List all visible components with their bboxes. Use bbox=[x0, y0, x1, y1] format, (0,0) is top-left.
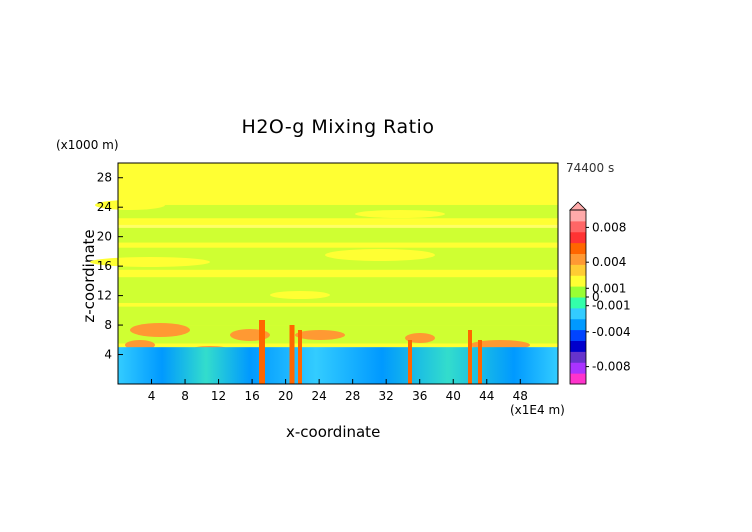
x-tick-label-32: 32 bbox=[379, 389, 394, 403]
time-label: 74400 s bbox=[566, 161, 615, 175]
colorbar-swatch-11 bbox=[570, 253, 586, 265]
colorbar-swatch-12 bbox=[570, 242, 586, 254]
colorbar-swatch-9 bbox=[570, 275, 586, 287]
moist-patch-0 bbox=[130, 323, 190, 337]
y-axis-unit: (x1000 m) bbox=[56, 138, 119, 152]
moist-patch-3 bbox=[405, 333, 435, 343]
yellow-patch-2 bbox=[90, 257, 210, 267]
colorbar-label-5: -0.004 bbox=[592, 325, 631, 339]
y-tick-label-4: 4 bbox=[104, 348, 112, 362]
x-tick-label-36: 36 bbox=[412, 389, 427, 403]
x-tick-label-24: 24 bbox=[312, 389, 327, 403]
yellow-patch-3 bbox=[325, 249, 435, 261]
x-tick-label-12: 12 bbox=[211, 389, 226, 403]
green-band-3 bbox=[118, 277, 558, 303]
yellow-patch-1 bbox=[355, 210, 445, 218]
y-tick-label-28: 28 bbox=[97, 171, 112, 185]
plume-0 bbox=[259, 320, 265, 384]
y-tick-label-24: 24 bbox=[97, 200, 112, 214]
colorbar-swatch-7 bbox=[570, 297, 586, 309]
x-tick-label-16: 16 bbox=[244, 389, 259, 403]
colorbar-label-4: -0.001 bbox=[592, 299, 631, 313]
colorbar-label-2: 0.001 bbox=[592, 281, 626, 295]
moist-patch-2 bbox=[295, 330, 345, 340]
plume-2 bbox=[298, 330, 302, 384]
colorbar-swatch-6 bbox=[570, 307, 586, 320]
colorbar-overflow-arrow bbox=[569, 201, 587, 211]
colorbar-swatch-4 bbox=[570, 329, 586, 341]
plot-frame bbox=[117, 162, 559, 385]
plume-5 bbox=[478, 340, 482, 384]
y-tick-label-8: 8 bbox=[104, 318, 112, 332]
colorbar-swatch-10 bbox=[570, 264, 586, 276]
x-axis-label: x-coordinate bbox=[286, 423, 381, 441]
boundary-layer bbox=[118, 347, 558, 384]
green-band-4 bbox=[118, 306, 558, 326]
y-tick-label-12: 12 bbox=[97, 289, 112, 303]
yellow-patch-4 bbox=[270, 291, 330, 299]
colorbar-swatch-5 bbox=[570, 318, 586, 331]
colorbar-label-3: 0 bbox=[592, 290, 600, 304]
x-tick-label-48: 48 bbox=[513, 389, 528, 403]
x-tick-label-8: 8 bbox=[181, 389, 189, 403]
y-tick-label-16: 16 bbox=[97, 259, 112, 273]
green-band-1 bbox=[118, 227, 558, 243]
green-band-0 bbox=[118, 204, 558, 219]
colorbar-label-0: 0.008 bbox=[592, 220, 626, 234]
colorbar-swatch-3 bbox=[570, 340, 586, 352]
x-tick-label-44: 44 bbox=[479, 389, 494, 403]
colorbar-swatch-15 bbox=[570, 210, 586, 222]
y-tick-label-20: 20 bbox=[97, 230, 112, 244]
chart-title: H2O-g Mixing Ratio bbox=[241, 116, 435, 138]
x-axis-unit: (x1E4 m) bbox=[510, 403, 565, 417]
colorbar-label-6: -0.008 bbox=[592, 360, 631, 374]
light-streak bbox=[118, 224, 558, 228]
colorbar-swatch-8 bbox=[570, 286, 586, 298]
plot-area bbox=[90, 163, 558, 384]
colorbar-swatch-14 bbox=[570, 220, 586, 233]
x-tick-label-40: 40 bbox=[446, 389, 461, 403]
x-tick-label-20: 20 bbox=[278, 389, 293, 403]
x-tick-label-4: 4 bbox=[148, 389, 156, 403]
colorbar-swatch-1 bbox=[570, 362, 586, 374]
plume-4 bbox=[468, 330, 472, 384]
colorbar-label-1: 0.004 bbox=[592, 255, 626, 269]
x-tick-label-28: 28 bbox=[345, 389, 360, 403]
colorbar-swatch-0 bbox=[570, 373, 586, 385]
colorbar-swatch-13 bbox=[570, 231, 586, 244]
yellow-patch-0 bbox=[95, 200, 165, 210]
plume-1 bbox=[289, 325, 295, 384]
plume-3 bbox=[408, 340, 412, 384]
colorbar-swatch-2 bbox=[570, 351, 586, 363]
